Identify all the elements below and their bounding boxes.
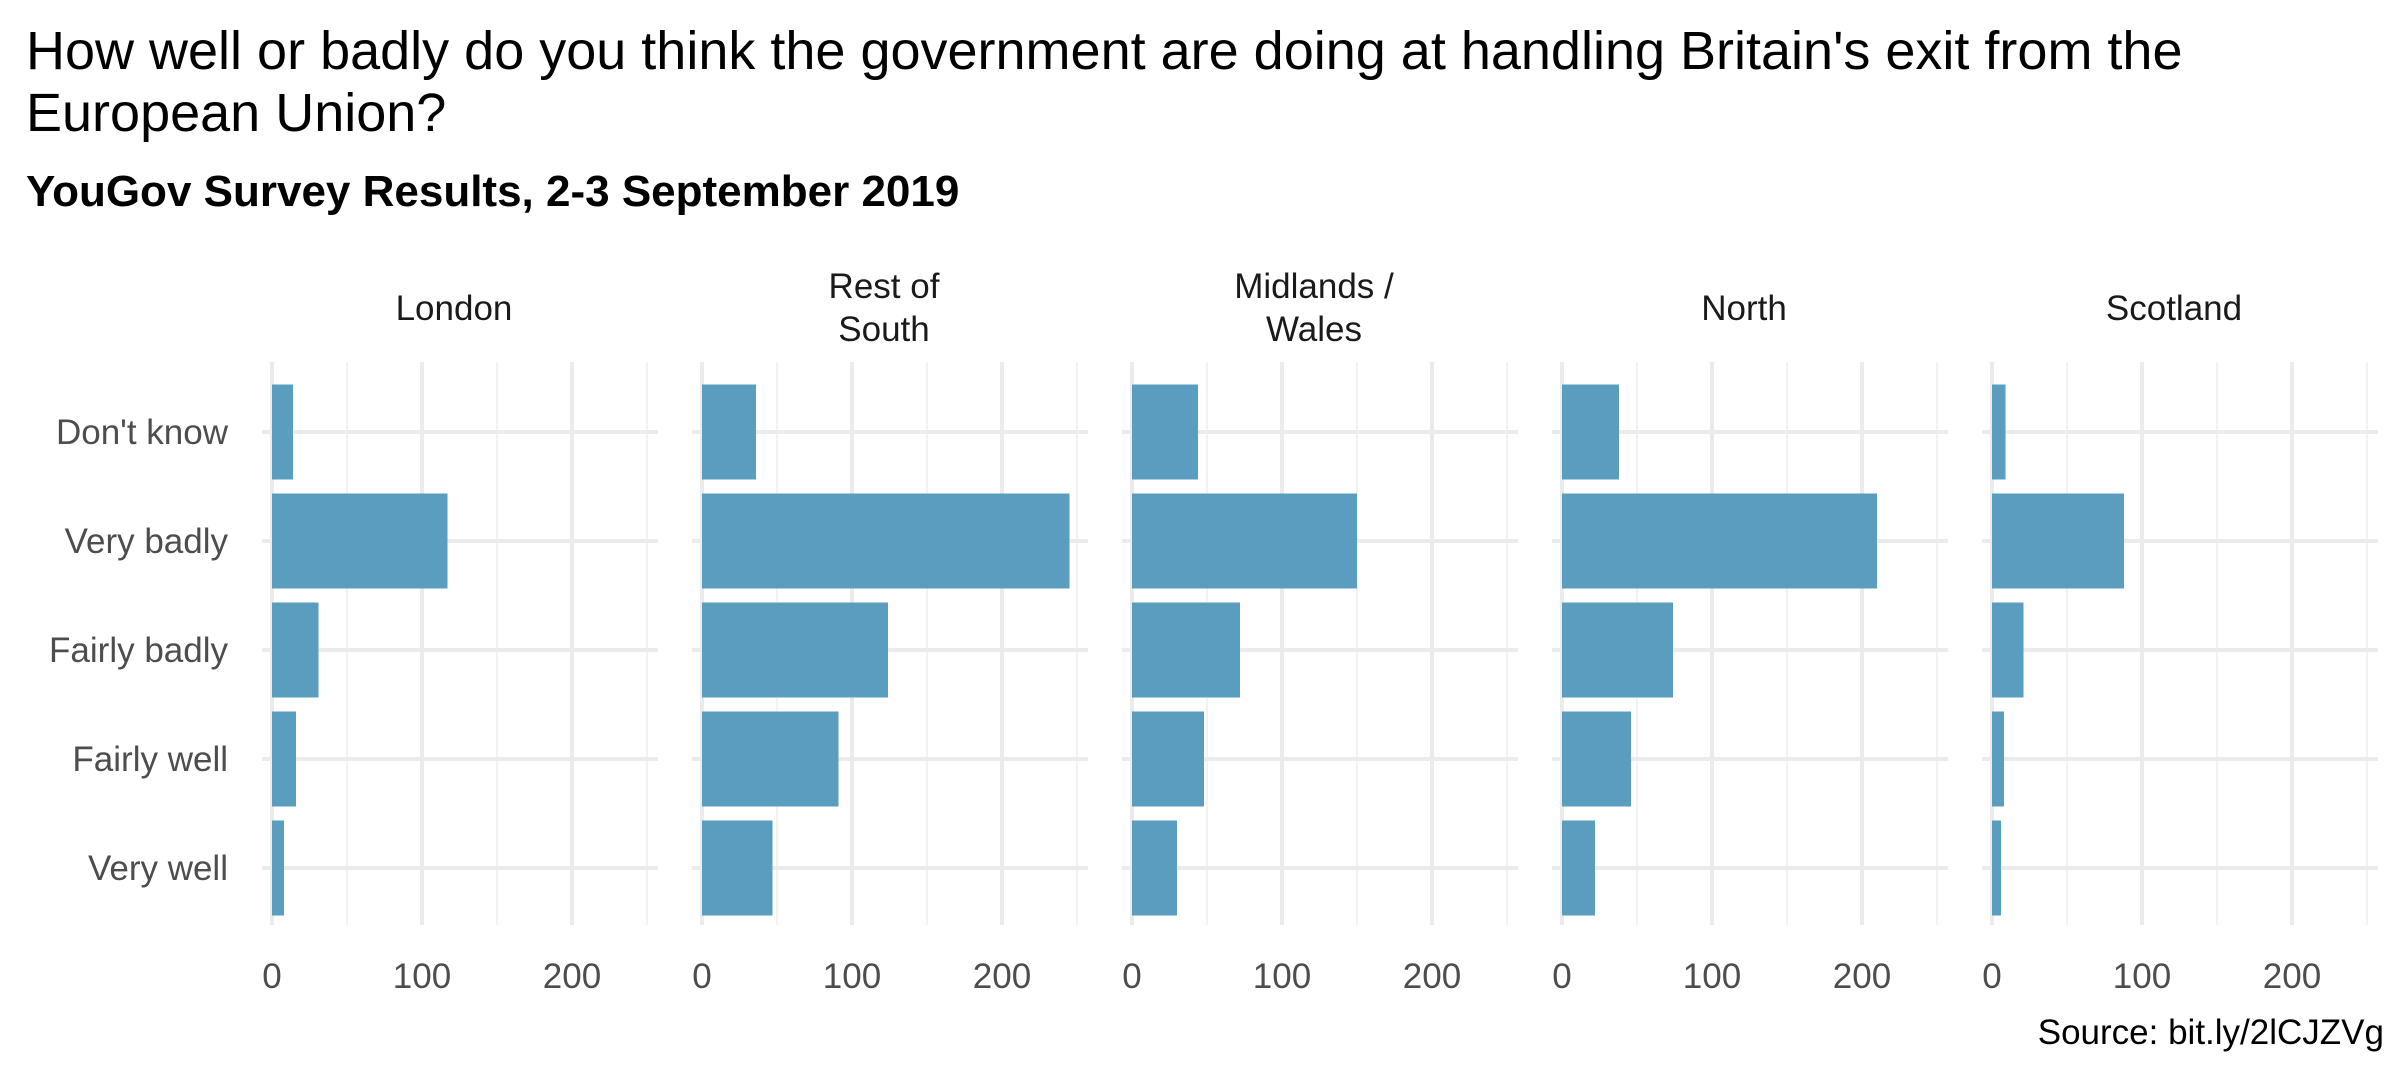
x-tick-label: 100 (393, 957, 451, 996)
x-tick-label: 200 (1403, 957, 1461, 996)
x-tick-label: 0 (1122, 957, 1141, 996)
x-tick-label: 100 (823, 957, 881, 996)
bar (1132, 493, 1357, 589)
category-label: Very badly (65, 522, 229, 561)
bar (702, 493, 1070, 589)
bar (1132, 711, 1204, 807)
x-tick-label: 100 (1683, 957, 1741, 996)
x-tick-label: 0 (1552, 957, 1571, 996)
bar (272, 602, 319, 698)
facet-label: Wales (1266, 310, 1362, 349)
bar (1562, 820, 1595, 916)
bar (272, 711, 296, 807)
bar (1992, 711, 2004, 807)
bar (1562, 711, 1631, 807)
facet-label: South (838, 310, 929, 349)
x-tick-label: 0 (1982, 957, 2001, 996)
bar (272, 493, 448, 589)
bar (1992, 384, 2006, 480)
x-tick-label: 100 (2113, 957, 2171, 996)
category-label: Fairly badly (49, 631, 228, 670)
x-tick-label: 100 (1253, 957, 1311, 996)
category-label: Fairly well (72, 740, 228, 779)
category-label: Don't know (56, 413, 229, 452)
bar (272, 384, 293, 480)
chart-title: How well or badly do you think the gover… (26, 21, 2183, 143)
facet-label: Rest of (829, 267, 940, 306)
chart-subtitle: YouGov Survey Results, 2-3 September 201… (26, 167, 960, 216)
bar (702, 711, 839, 807)
source-caption: Source: bit.ly/2lCJZVg (2037, 1013, 2384, 1052)
bar (702, 820, 773, 916)
bar (272, 820, 284, 916)
x-tick-label: 0 (262, 957, 281, 996)
bar (1992, 602, 2024, 698)
facet-label: North (1701, 289, 1787, 328)
x-tick-label: 200 (1833, 957, 1891, 996)
bar (1992, 820, 2001, 916)
bar (1132, 602, 1240, 698)
bar (702, 384, 756, 480)
bar (1132, 384, 1198, 480)
bar (1562, 384, 1619, 480)
bar (1992, 493, 2124, 589)
x-tick-label: 200 (973, 957, 1031, 996)
bar (702, 602, 888, 698)
bar (1132, 820, 1177, 916)
facet-label: Scotland (2106, 289, 2242, 328)
bar (1562, 602, 1673, 698)
x-tick-label: 0 (692, 957, 711, 996)
bar (1562, 493, 1877, 589)
facet-label: London (396, 289, 513, 328)
x-tick-label: 200 (2263, 957, 2321, 996)
category-label: Very well (88, 849, 228, 888)
facet-label: Midlands / (1234, 267, 1394, 306)
x-tick-label: 200 (543, 957, 601, 996)
